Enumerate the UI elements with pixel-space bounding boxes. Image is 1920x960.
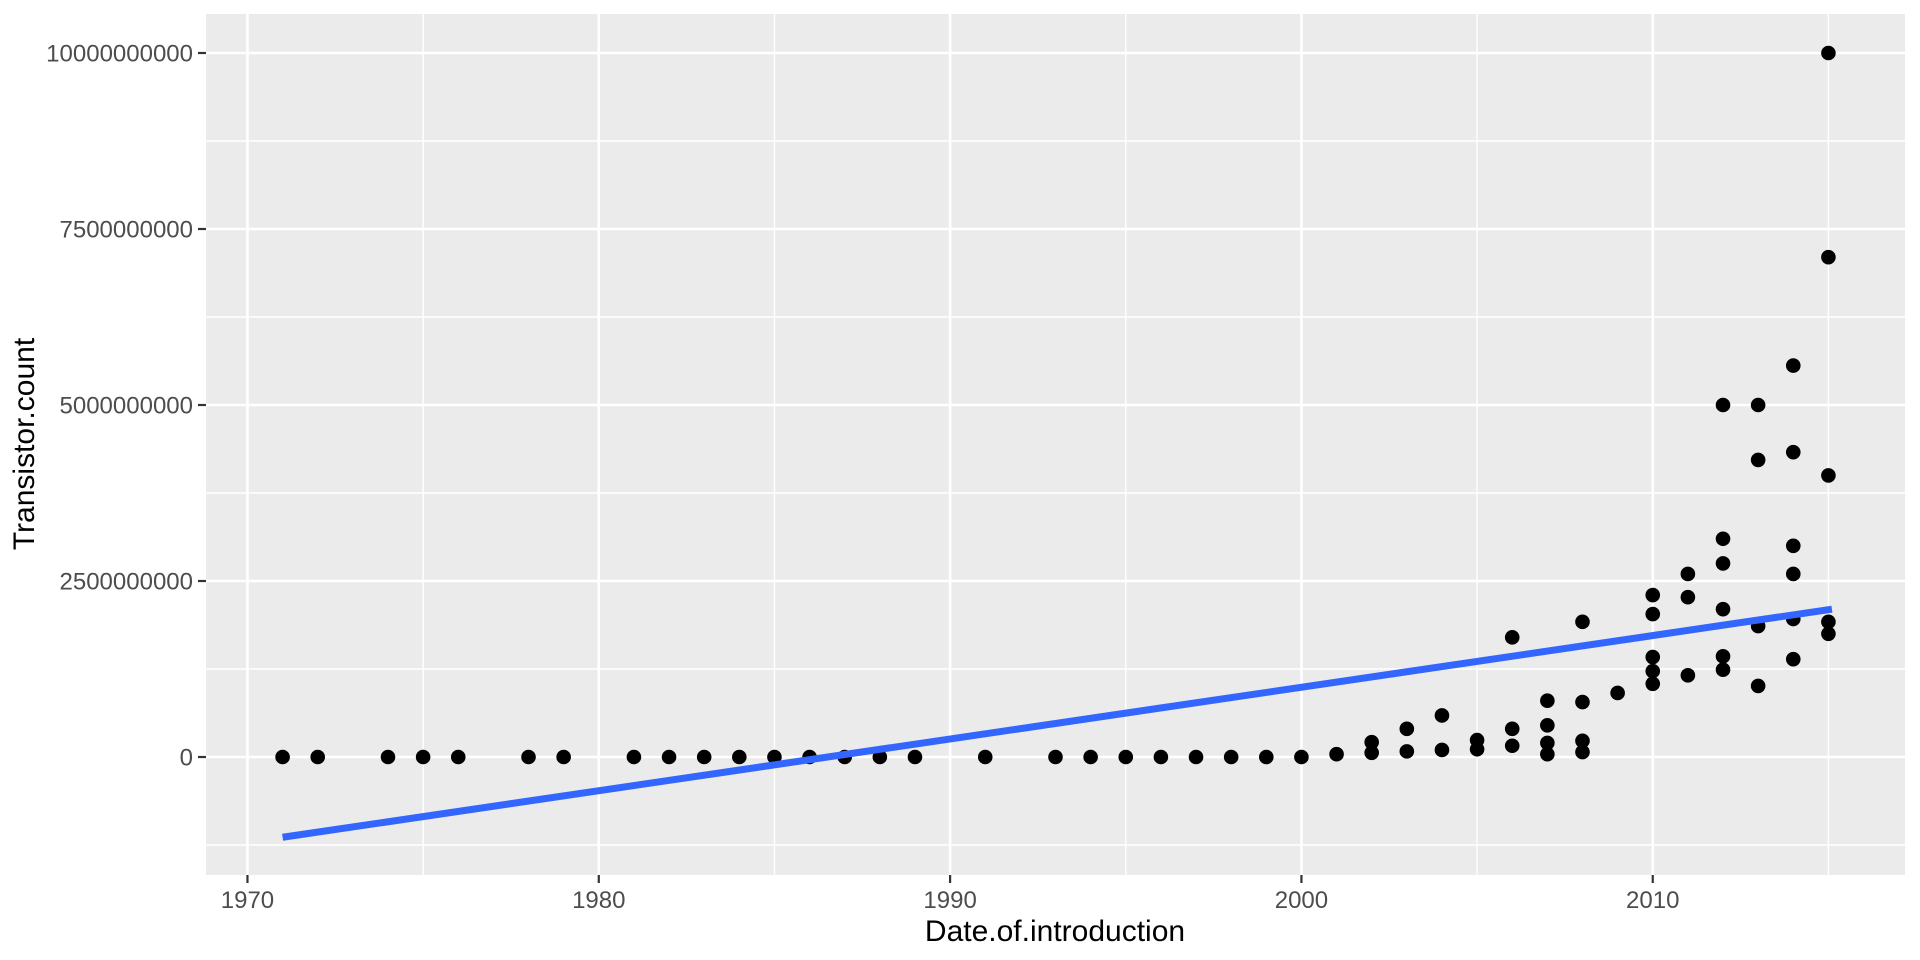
data-point: [977, 749, 993, 765]
data-point: [1645, 649, 1661, 665]
data-point: [415, 749, 431, 765]
data-point: [1680, 566, 1696, 582]
x-tick-label: 2010: [1626, 887, 1679, 914]
data-point: [1750, 678, 1766, 694]
data-point: [450, 749, 466, 765]
x-tick-label: 1990: [923, 887, 976, 914]
data-point: [1504, 738, 1520, 754]
minor-gridlines: [206, 14, 1905, 875]
data-point: [1821, 45, 1836, 61]
data-point: [1434, 742, 1450, 758]
data-point: [1785, 538, 1801, 554]
data-point: [1715, 649, 1731, 664]
data-point: [1785, 358, 1801, 373]
trend-line: [282, 605, 1833, 841]
data-points: [275, 45, 1836, 765]
data-point: [1434, 708, 1450, 723]
data-point: [1504, 721, 1520, 737]
data-point: [1715, 397, 1731, 413]
data-point: [1575, 744, 1590, 760]
major-gridlines: [206, 14, 1905, 875]
data-point: [521, 749, 536, 765]
data-point: [1329, 746, 1344, 762]
x-tick-label: 1980: [572, 887, 625, 914]
data-point: [1504, 630, 1520, 645]
data-point: [1821, 626, 1836, 642]
x-tick-label: 1970: [221, 887, 274, 914]
y-axis: 0 2500000000 5000000000 7500000000 100000000…: [46, 41, 206, 772]
data-point: [1294, 749, 1309, 765]
data-point: [1610, 685, 1625, 701]
y-tick-label: 2500000000: [60, 569, 193, 596]
data-point: [1821, 468, 1836, 483]
data-point: [1575, 733, 1590, 749]
data-point: [380, 749, 396, 765]
data-point: [1399, 744, 1415, 759]
data-point: [310, 749, 326, 765]
data-point: [1540, 735, 1555, 751]
data-point: [1785, 566, 1801, 582]
y-tick-label: 0: [180, 745, 193, 772]
data-point: [1364, 734, 1379, 750]
data-point: [1153, 749, 1169, 765]
data-point: [1821, 614, 1836, 630]
data-point: [1048, 749, 1063, 765]
plot-panel: [206, 14, 1905, 875]
y-tick-label: 7500000000: [60, 217, 193, 244]
data-point: [1715, 601, 1731, 617]
data-point: [1680, 668, 1696, 683]
y-axis-title: Transistor.count: [8, 337, 41, 550]
data-point: [1821, 249, 1836, 265]
x-tick-label: 2000: [1275, 887, 1328, 914]
data-point: [1083, 749, 1098, 765]
data-point: [1575, 614, 1590, 630]
data-point: [1364, 745, 1379, 761]
data-point: [1540, 746, 1555, 762]
data-point: [1715, 662, 1731, 678]
data-point: [1575, 694, 1590, 710]
data-point: [1223, 749, 1239, 765]
data-point: [767, 749, 782, 765]
data-point: [1645, 606, 1661, 622]
data-point: [732, 749, 747, 765]
data-point: [1540, 693, 1555, 708]
data-point: [1715, 531, 1731, 547]
data-point: [1785, 444, 1801, 460]
y-tick-label: 5000000000: [60, 393, 193, 420]
data-point: [661, 749, 677, 765]
data-point: [1469, 741, 1485, 757]
data-point: [1258, 749, 1274, 765]
data-point: [556, 749, 571, 765]
data-point: [1645, 676, 1661, 692]
x-axis-title: Date.of.introduction: [925, 915, 1185, 948]
data-point: [1680, 589, 1696, 605]
data-point: [1715, 556, 1731, 571]
data-point: [1399, 721, 1415, 737]
data-point: [626, 749, 642, 765]
data-point: [1540, 718, 1555, 733]
data-point: [696, 749, 712, 765]
data-point: [907, 749, 923, 765]
data-point: [1118, 749, 1134, 765]
data-point: [1750, 452, 1766, 468]
data-point: [1750, 397, 1766, 413]
data-point: [1188, 749, 1204, 765]
data-point: [1645, 663, 1661, 679]
y-tick-label: 10000000000: [46, 41, 193, 68]
regression-line: [282, 605, 1833, 841]
data-point: [1785, 651, 1801, 667]
data-point: [275, 749, 290, 765]
data-point: [1645, 587, 1661, 603]
x-axis: 1970 1980 1990 2000 2010: [221, 875, 1679, 914]
